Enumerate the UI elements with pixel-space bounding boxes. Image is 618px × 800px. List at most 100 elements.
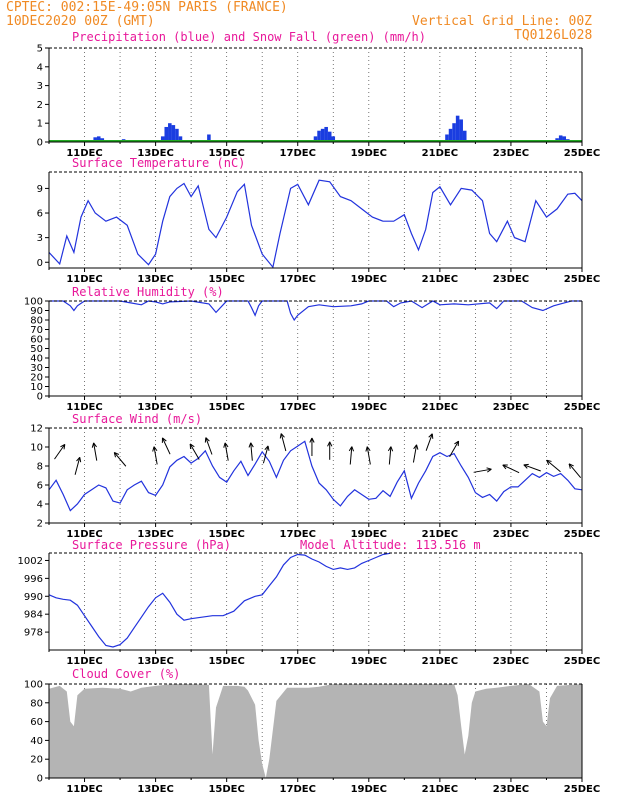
precip-bar xyxy=(171,125,176,142)
wind-arrow-shaft xyxy=(425,433,433,451)
x-tick-label: 11DEC xyxy=(66,148,102,159)
wind-arrow-shaft xyxy=(54,444,66,460)
precip-bar xyxy=(164,126,169,142)
wind-arrow xyxy=(152,446,158,465)
wind-arrow-head xyxy=(568,463,571,469)
wind-arrow-shaft xyxy=(280,433,287,452)
wind-arrow xyxy=(309,437,315,456)
x-tick-label: 25DEC xyxy=(564,784,600,795)
wind-arrow-head xyxy=(153,446,158,452)
wind-arrow xyxy=(502,464,520,474)
wind-arrow-shaft xyxy=(224,442,229,461)
x-tick-label: 11DEC xyxy=(66,402,102,413)
wind-arrow xyxy=(161,437,171,455)
pressure-panel: 978 984 990 996 1002 11DEC 13DEC 15DEC 17DEC 19DE… xyxy=(18,538,601,667)
x-tick-label: 13DEC xyxy=(137,274,173,285)
x-tick-label: 19DEC xyxy=(351,402,387,413)
x-tick-label: 23DEC xyxy=(493,529,529,540)
wind-panel-title: Surface Wind (m/s) xyxy=(72,412,202,426)
wind-arrow-shaft xyxy=(162,437,171,455)
station-label: CPTEC: 002:15E-49:05N PARIS (FRANCE) xyxy=(6,0,288,15)
wind-arrow-head xyxy=(546,459,552,462)
temp-panel-title: Surface Temperature (nC) xyxy=(72,156,245,170)
x-tick-label: 23DEC xyxy=(493,402,529,413)
wind-arrow-shaft xyxy=(388,446,392,465)
wind-arrow xyxy=(546,459,561,473)
x-tick-label: 13DEC xyxy=(137,656,173,667)
wind-arrow-head xyxy=(224,442,229,448)
x-tick-label: 19DEC xyxy=(351,529,387,540)
x-tick-label: 17DEC xyxy=(280,148,316,159)
wind-arrow-head xyxy=(280,433,285,438)
wind-arrow xyxy=(449,440,460,457)
wind-arrow-shaft xyxy=(546,459,561,473)
precip-bar xyxy=(207,134,211,142)
y-tick-label: 1 xyxy=(37,119,43,130)
wind-arrow-shaft xyxy=(74,457,81,475)
x-tick-label: 21DEC xyxy=(422,402,458,413)
y-tick-label: 90 xyxy=(30,306,43,317)
x-tick-label: 21DEC xyxy=(422,148,458,159)
x-tick-label: 11DEC xyxy=(66,656,102,667)
x-tick-label: 17DEC xyxy=(280,402,316,413)
precip-bar xyxy=(452,123,456,142)
precip-bar xyxy=(160,136,165,142)
y-tick-label: 4 xyxy=(37,62,43,73)
precip-bar xyxy=(168,123,172,142)
wind-arrow-head xyxy=(279,433,282,439)
precip-bar xyxy=(448,128,453,142)
wind-arrow-head xyxy=(365,446,368,452)
x-tick-label: 25DEC xyxy=(564,274,600,285)
wind-arrow-head xyxy=(204,437,207,443)
temp-series-line xyxy=(48,179,583,269)
y-tick-label: 30 xyxy=(30,363,43,374)
pressure-panel-title: Surface Pressure (hPa) xyxy=(72,538,231,552)
wind-arrow xyxy=(279,433,287,452)
wind-arrow xyxy=(568,463,582,478)
y-tick-label: 80 xyxy=(30,698,43,709)
x-tick-label: 19DEC xyxy=(351,274,387,285)
y-tick-label: 20 xyxy=(30,373,43,384)
x-tick-label: 23DEC xyxy=(493,784,529,795)
y-tick-label: 100 xyxy=(24,680,43,691)
precip-bar xyxy=(455,115,460,142)
precip-bar xyxy=(317,130,321,142)
x-tick-label: 11DEC xyxy=(66,784,102,795)
precip-bar xyxy=(327,131,332,142)
wind-arrow-head xyxy=(486,467,492,470)
wind-arrow-head xyxy=(76,456,81,462)
y-tick-label: 3 xyxy=(37,81,43,92)
y-tick-label: 0 xyxy=(37,392,43,403)
x-tick-label: 21DEC xyxy=(422,529,458,540)
precip-bar xyxy=(558,135,563,142)
wind-arrow-head xyxy=(63,444,66,450)
precip-panel-title: Precipitation (blue) and Snow Fall (gree… xyxy=(72,30,426,44)
precip-panel: 0 1 2 3 4 5 11DEC 13DEC 15DEC 17DEC 19DEC 21DEC 23DE… xyxy=(37,30,601,159)
x-tick-label: 23DEC xyxy=(493,274,529,285)
wind-arrow xyxy=(523,463,541,472)
wind-panel: 2 4 6 8 10 12 11DEC 13DEC 15DEC 17DEC 19DEC 21DEC 23… xyxy=(30,412,600,540)
y-tick-label: 10 xyxy=(30,382,43,393)
wind-arrow-shaft xyxy=(189,443,200,460)
wind-arrow-head xyxy=(60,443,66,448)
wind-arrow xyxy=(387,446,394,465)
y-tick-label: 6 xyxy=(37,481,43,492)
precip-bar xyxy=(93,137,97,142)
wind-arrow-head xyxy=(348,446,353,452)
wind-arrow-head xyxy=(91,442,95,448)
precip-bar xyxy=(459,119,463,142)
wind-arrow xyxy=(327,441,333,460)
pressure-series-line xyxy=(48,552,391,648)
cloud-panel-title: Cloud Cover (%) xyxy=(72,667,180,681)
date-label: 10DEC2020 00Z (GMT) xyxy=(6,14,155,29)
wind-arrow-head xyxy=(431,433,434,439)
y-tick-label: 12 xyxy=(30,424,43,435)
rh-series-line xyxy=(49,300,582,322)
y-tick-label: 2 xyxy=(37,519,43,530)
x-tick-label: 19DEC xyxy=(351,784,387,795)
x-tick-label: 23DEC xyxy=(493,148,529,159)
wind-arrow-head xyxy=(523,463,529,466)
y-tick-label: 40 xyxy=(30,354,43,365)
